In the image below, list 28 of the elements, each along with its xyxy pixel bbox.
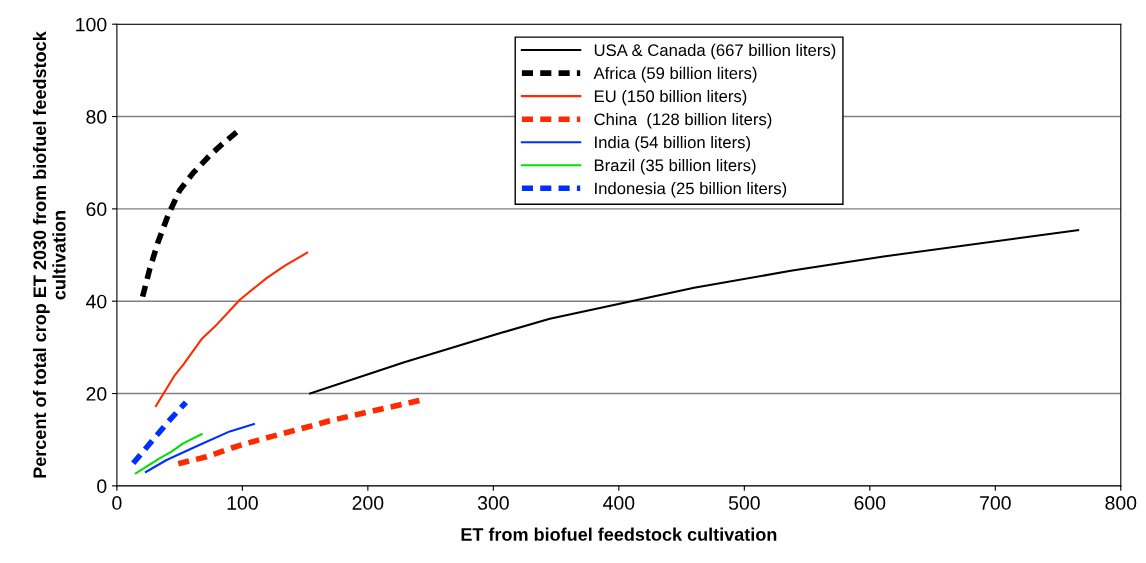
x-axis-title: ET from biofuel feedstock cultivation: [461, 527, 777, 541]
x-tick-label: 300: [477, 496, 509, 510]
x-tick-label: 500: [728, 496, 760, 510]
legend-label: Indonesia (25 billion liters): [595, 182, 787, 198]
line-series: [144, 422, 255, 474]
legend-label: Africa (59 billion liters): [593, 66, 757, 83]
y-tick-label: 0: [97, 479, 107, 494]
line-series: [154, 251, 309, 408]
y-axis-title: Percent of total crop ET 2030 from biofuel feedstock cultivation: [32, 31, 66, 478]
y-tick-label: 100: [76, 17, 107, 32]
x-tick-label: 600: [854, 496, 886, 510]
y-tick-label: 60: [86, 202, 107, 217]
legend-label: EU (150 billion liters): [594, 89, 747, 106]
x-tick-label: 200: [352, 496, 384, 510]
x-tick-label: 0: [112, 496, 122, 510]
y-tick-label: 40: [85, 294, 107, 309]
y-tick-label: 20: [86, 387, 107, 401]
legend-label: Brazil (35 billion liters): [594, 159, 756, 175]
line-series: [309, 229, 1080, 395]
x-tick-label: 100: [227, 496, 258, 510]
x-tick-label: 700: [980, 496, 1011, 510]
legend-label: India (54 billion liters): [595, 135, 750, 152]
x-tick-label: 400: [603, 496, 635, 510]
legend-label: China (128 billion liters): [594, 112, 772, 129]
line-series: [134, 433, 203, 475]
legend-label: USA & Canada (667 billion liters): [594, 43, 836, 60]
y-tick-label: 80: [86, 110, 107, 124]
x-tick-label: 800: [1105, 496, 1137, 510]
